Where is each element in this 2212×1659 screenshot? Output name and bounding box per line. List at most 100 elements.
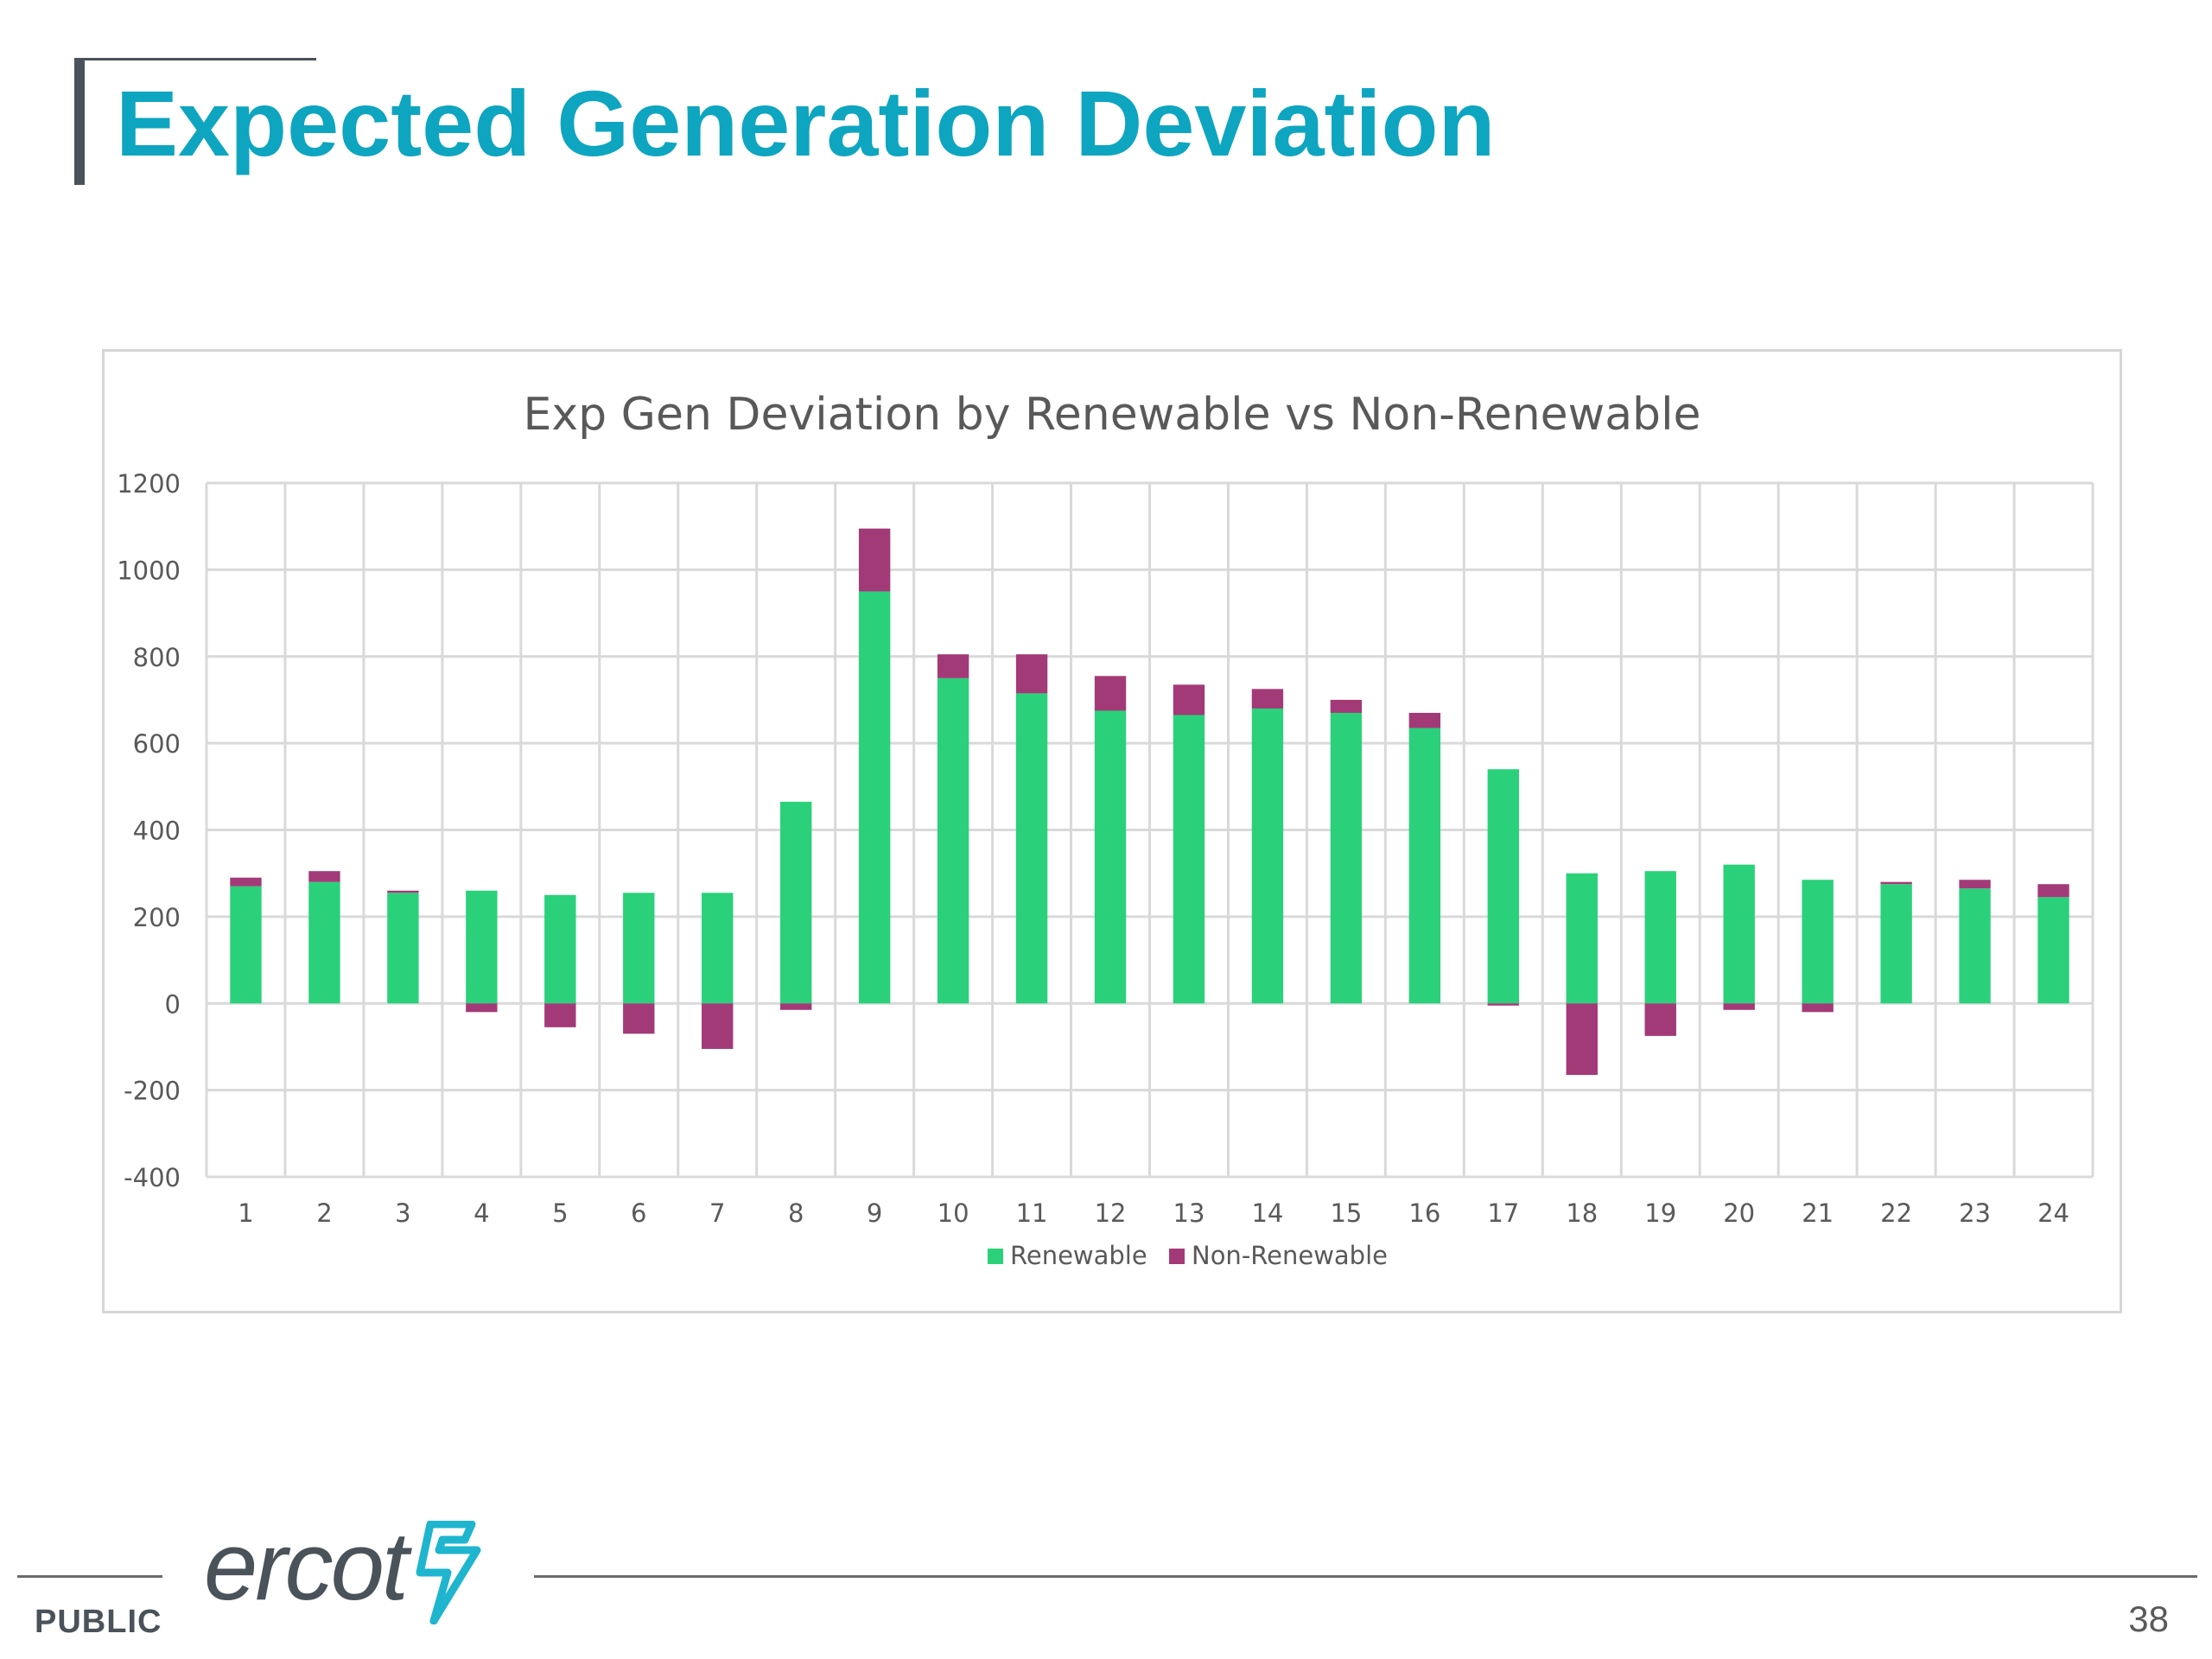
bar-renewable-3	[387, 893, 419, 1004]
y-tick-label: 1200	[117, 469, 181, 499]
logo-wordmark: ercot	[204, 1512, 409, 1620]
y-tick-label: 800	[133, 643, 181, 672]
x-tick-label: 21	[1802, 1198, 1834, 1228]
legend-swatch-non-renewable	[1169, 1249, 1185, 1264]
x-tick-label: 10	[938, 1198, 969, 1228]
x-tick-label: 24	[2037, 1198, 2069, 1228]
bar-non-renewable-2	[308, 871, 340, 882]
x-tick-label: 20	[1723, 1198, 1755, 1228]
bar-renewable-16	[1408, 728, 1441, 1004]
bar-non-renewable-24	[2037, 884, 2069, 898]
x-tick-label: 12	[1095, 1198, 1127, 1228]
bar-non-renewable-5	[544, 1003, 576, 1027]
legend-swatch-renewable	[988, 1249, 1003, 1264]
footer-rule-right	[534, 1575, 2197, 1578]
x-tick-label: 14	[1251, 1198, 1283, 1228]
bar-renewable-1	[230, 886, 262, 1004]
slide-title: Expected Generation Deviation	[116, 71, 1496, 175]
footer-rule-left	[17, 1575, 162, 1578]
bar-non-renewable-3	[387, 890, 419, 893]
x-tick-label: 4	[474, 1198, 489, 1228]
x-tick-label: 7	[709, 1198, 725, 1228]
bar-non-renewable-6	[623, 1003, 655, 1034]
y-tick-label: 600	[133, 729, 181, 759]
ercot-logo: ercot	[204, 1510, 498, 1631]
bar-renewable-7	[702, 893, 734, 1004]
bar-renewable-4	[466, 890, 498, 1004]
legend-label-non-renewable: Non-Renewable	[1192, 1241, 1388, 1270]
x-axis: 1 2 3 4 5 6 7 8 9 10 11 12 13 14 15 16 17 18 19 20 21 22 23 24	[238, 1198, 2069, 1228]
bar-non-renewable-20	[1723, 1003, 1755, 1010]
bar-non-renewable-19	[1644, 1003, 1676, 1036]
bar-non-renewable-10	[937, 654, 969, 678]
chart-title: Exp Gen Deviation by Renewable vs Non-Re…	[523, 389, 1700, 441]
bar-renewable-14	[1251, 708, 1284, 1004]
lightning-bolt-icon	[416, 1521, 481, 1624]
bar-non-renewable-22	[1880, 881, 1912, 885]
bar-renewable-22	[1880, 884, 1912, 1004]
x-tick-label: 9	[867, 1198, 882, 1228]
bar-renewable-21	[1802, 880, 1834, 1004]
bar-non-renewable-23	[1959, 880, 1991, 889]
bar-non-renewable-4	[466, 1003, 498, 1013]
y-tick-label: 200	[133, 903, 181, 932]
y-tick-label: -200	[124, 1077, 181, 1106]
title-rule	[74, 58, 316, 60]
x-tick-label: 22	[1880, 1198, 1912, 1228]
bar-non-renewable-18	[1566, 1003, 1598, 1076]
bar-non-renewable-12	[1094, 676, 1127, 711]
y-tick-label: 0	[165, 989, 181, 1019]
bar-renewable-23	[1959, 888, 1991, 1004]
classification-label: PUBLIC	[35, 1604, 162, 1640]
bar-non-renewable-7	[702, 1003, 734, 1049]
x-tick-label: 17	[1487, 1198, 1519, 1228]
bar-renewable-8	[779, 801, 812, 1004]
x-tick-label: 19	[1644, 1198, 1676, 1228]
x-tick-label: 13	[1173, 1198, 1205, 1228]
bar-renewable-20	[1723, 864, 1755, 1004]
x-tick-label: 23	[1959, 1198, 1991, 1228]
bar-renewable-12	[1094, 710, 1127, 1004]
stacked-bar-chart: Exp Gen Deviation by Renewable vs Non-Re…	[117, 389, 2094, 1270]
bar-renewable-5	[544, 894, 576, 1004]
x-tick-label: 2	[316, 1198, 332, 1228]
page-number: 38	[2128, 1599, 2169, 1639]
y-tick-label: -400	[124, 1163, 181, 1192]
bar-non-renewable-13	[1173, 684, 1205, 715]
bar-renewable-18	[1566, 873, 1598, 1004]
bar-non-renewable-1	[230, 877, 262, 887]
x-tick-label: 3	[395, 1198, 410, 1228]
bar-non-renewable-15	[1330, 699, 1363, 713]
bar-renewable-11	[1015, 693, 1048, 1004]
bar-non-renewable-14	[1251, 689, 1284, 709]
bar-renewable-10	[937, 677, 969, 1004]
bar-renewable-13	[1173, 715, 1205, 1004]
x-tick-label: 18	[1566, 1198, 1598, 1228]
x-tick-label: 15	[1330, 1198, 1362, 1228]
x-tick-label: 8	[788, 1198, 804, 1228]
y-axis: -400 -200 0 200 400 600 800 1000 1200	[117, 469, 181, 1192]
bar-renewable-9	[858, 591, 891, 1004]
bar-renewable-6	[623, 893, 655, 1004]
bar-renewable-19	[1644, 871, 1676, 1004]
bar-renewable-17	[1487, 769, 1520, 1004]
x-tick-label: 6	[631, 1198, 646, 1228]
bars	[230, 528, 2069, 1076]
y-tick-label: 400	[133, 817, 181, 846]
bar-non-renewable-8	[779, 1003, 812, 1010]
bar-non-renewable-17	[1487, 1003, 1520, 1006]
bar-non-renewable-21	[1802, 1003, 1834, 1013]
bar-non-renewable-16	[1408, 712, 1441, 728]
legend-label-renewable: Renewable	[1010, 1241, 1147, 1270]
title-accent-bar	[74, 59, 85, 185]
bar-non-renewable-11	[1015, 654, 1048, 694]
x-tick-label: 16	[1408, 1198, 1440, 1228]
gridlines	[205, 481, 2094, 1179]
legend: Renewable Non-Renewable	[988, 1241, 1388, 1270]
bar-renewable-24	[2037, 897, 2069, 1004]
bar-renewable-2	[308, 881, 340, 1004]
bar-non-renewable-9	[858, 528, 891, 592]
x-tick-label: 11	[1016, 1198, 1048, 1228]
x-tick-label: 1	[238, 1198, 253, 1228]
chart-frame: Exp Gen Deviation by Renewable vs Non-Re…	[102, 349, 2122, 1313]
